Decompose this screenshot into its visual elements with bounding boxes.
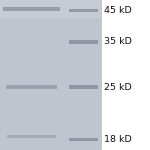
Bar — [69, 138, 98, 141]
Bar — [0, 0, 100, 150]
Bar — [8, 135, 56, 138]
Text: 35 kD: 35 kD — [104, 38, 132, 46]
Text: 25 kD: 25 kD — [104, 82, 132, 91]
Bar — [69, 9, 98, 12]
Bar — [100, 0, 150, 150]
Bar — [3, 7, 60, 11]
Text: 45 kD: 45 kD — [104, 6, 132, 15]
Bar — [69, 85, 98, 89]
Bar — [0, 0, 100, 18]
Bar — [6, 85, 57, 89]
Text: 18 kD: 18 kD — [104, 135, 132, 144]
Bar — [69, 40, 98, 44]
